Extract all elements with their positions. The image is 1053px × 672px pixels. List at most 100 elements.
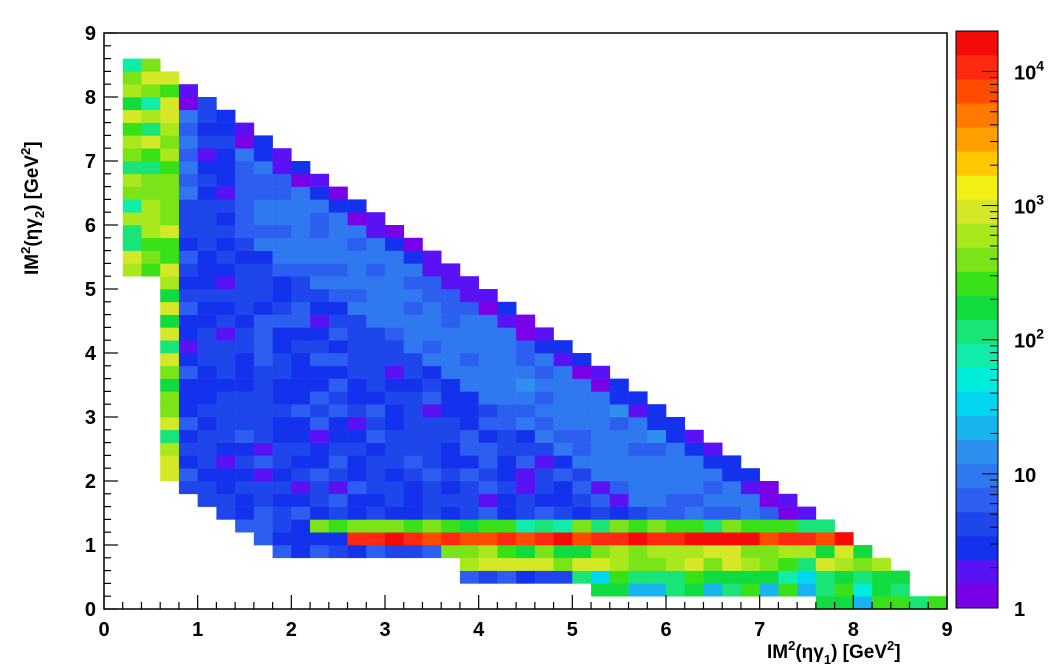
heatmap-cell <box>160 404 180 418</box>
heatmap-cell <box>197 161 217 175</box>
heatmap-cell <box>534 557 554 571</box>
heatmap-cell <box>572 353 592 367</box>
heatmap-cell <box>216 289 236 303</box>
heatmap-cell <box>497 404 517 418</box>
heatmap-cell <box>272 391 292 405</box>
heatmap-cell <box>310 199 330 213</box>
heatmap-cell <box>890 570 910 584</box>
heatmap-cell <box>647 583 667 597</box>
heatmap-cell <box>347 340 367 354</box>
heatmap-cell <box>141 199 161 213</box>
heatmap-cell <box>272 481 292 495</box>
heatmap-cell <box>272 493 292 507</box>
heatmap-cell <box>235 122 255 136</box>
heatmap-cell <box>366 391 386 405</box>
heatmap-cell <box>534 455 554 469</box>
heatmap-cell <box>609 532 629 546</box>
heatmap-cell <box>347 468 367 482</box>
heatmap-cell <box>310 545 330 559</box>
heatmap-cell <box>441 545 461 559</box>
heatmap-cell <box>160 365 180 379</box>
heatmap-cell <box>478 545 498 559</box>
heatmap-cell <box>441 314 461 328</box>
color-scale-labels: 1 10 102 103 104 <box>1014 57 1044 621</box>
heatmap-cell <box>403 545 423 559</box>
heatmap-cell <box>422 365 442 379</box>
heatmap-cell <box>122 237 142 251</box>
heatmap-cell <box>459 301 479 315</box>
heatmap-cell <box>347 301 367 315</box>
heatmap-cell <box>422 327 442 341</box>
heatmap-cell <box>403 506 423 520</box>
heatmap-cell <box>291 314 311 328</box>
x-tick-label: 8 <box>848 619 859 641</box>
heatmap-cell <box>403 519 423 533</box>
heatmap-cell <box>310 378 330 392</box>
heatmap-cell <box>385 391 405 405</box>
heatmap-cell <box>291 365 311 379</box>
heatmap-cell <box>310 250 330 264</box>
heatmap-cell <box>403 468 423 482</box>
heatmap-cell <box>441 455 461 469</box>
color-scale-ticks <box>982 30 998 609</box>
heatmap-cell <box>216 481 236 495</box>
heatmap-cell <box>216 455 236 469</box>
x-tick-label: 7 <box>754 619 765 641</box>
heatmap-cell <box>740 506 760 520</box>
heatmap-cell <box>628 429 648 443</box>
heatmap-cell <box>553 417 573 431</box>
heatmap-cell <box>141 135 161 149</box>
heatmap-cell <box>235 327 255 341</box>
color-scale-bar <box>955 30 999 609</box>
heatmap-cell <box>459 442 479 456</box>
heatmap-cell <box>572 557 592 571</box>
heatmap-cell <box>347 417 367 431</box>
heatmap-cell <box>235 314 255 328</box>
heatmap-cell <box>722 468 742 482</box>
heatmap-cell <box>403 301 423 315</box>
heatmap-cell <box>534 532 554 546</box>
heatmap-cell <box>666 532 686 546</box>
heatmap-cell <box>253 468 273 482</box>
heatmap-cell <box>759 570 779 584</box>
heatmap-cell <box>235 186 255 200</box>
heatmap-cell <box>403 340 423 354</box>
heatmap-cell <box>553 378 573 392</box>
heatmap-cell <box>722 570 742 584</box>
heatmap-cell <box>197 442 217 456</box>
heatmap-cell <box>422 532 442 546</box>
heatmap-cell <box>591 532 611 546</box>
heatmap-cell <box>609 506 629 520</box>
heatmap-cell <box>347 237 367 251</box>
heatmap-cell <box>684 468 704 482</box>
colorbar-segment <box>956 55 998 80</box>
heatmap-cell <box>516 557 536 571</box>
heatmap-cell <box>253 417 273 431</box>
heatmap-cell <box>160 71 180 85</box>
heatmap-cell <box>291 429 311 443</box>
heatmap-cell <box>666 481 686 495</box>
heatmap-cell <box>160 225 180 239</box>
x-tick-label: 1 <box>192 619 203 641</box>
heatmap-cell <box>366 237 386 251</box>
heatmap-cell <box>178 199 198 213</box>
heatmap-cell <box>572 545 592 559</box>
heatmap-cell <box>497 532 517 546</box>
heatmap-cell <box>347 429 367 443</box>
heatmap-cell <box>497 391 517 405</box>
heatmap-cell <box>291 545 311 559</box>
heatmap-cell <box>684 545 704 559</box>
heatmap-cell <box>366 263 386 277</box>
heatmap-cell <box>310 506 330 520</box>
heatmap-cell <box>235 404 255 418</box>
colorbar-segment <box>956 583 998 609</box>
heatmap-cell <box>178 340 198 354</box>
heatmap-cell <box>703 468 723 482</box>
heatmap-cell <box>478 429 498 443</box>
heatmap-cell <box>235 301 255 315</box>
heatmap-cell <box>178 429 198 443</box>
heatmap-cell <box>347 519 367 533</box>
heatmap-cell <box>328 378 348 392</box>
heatmap-cell <box>197 353 217 367</box>
heatmap-cell <box>310 532 330 546</box>
